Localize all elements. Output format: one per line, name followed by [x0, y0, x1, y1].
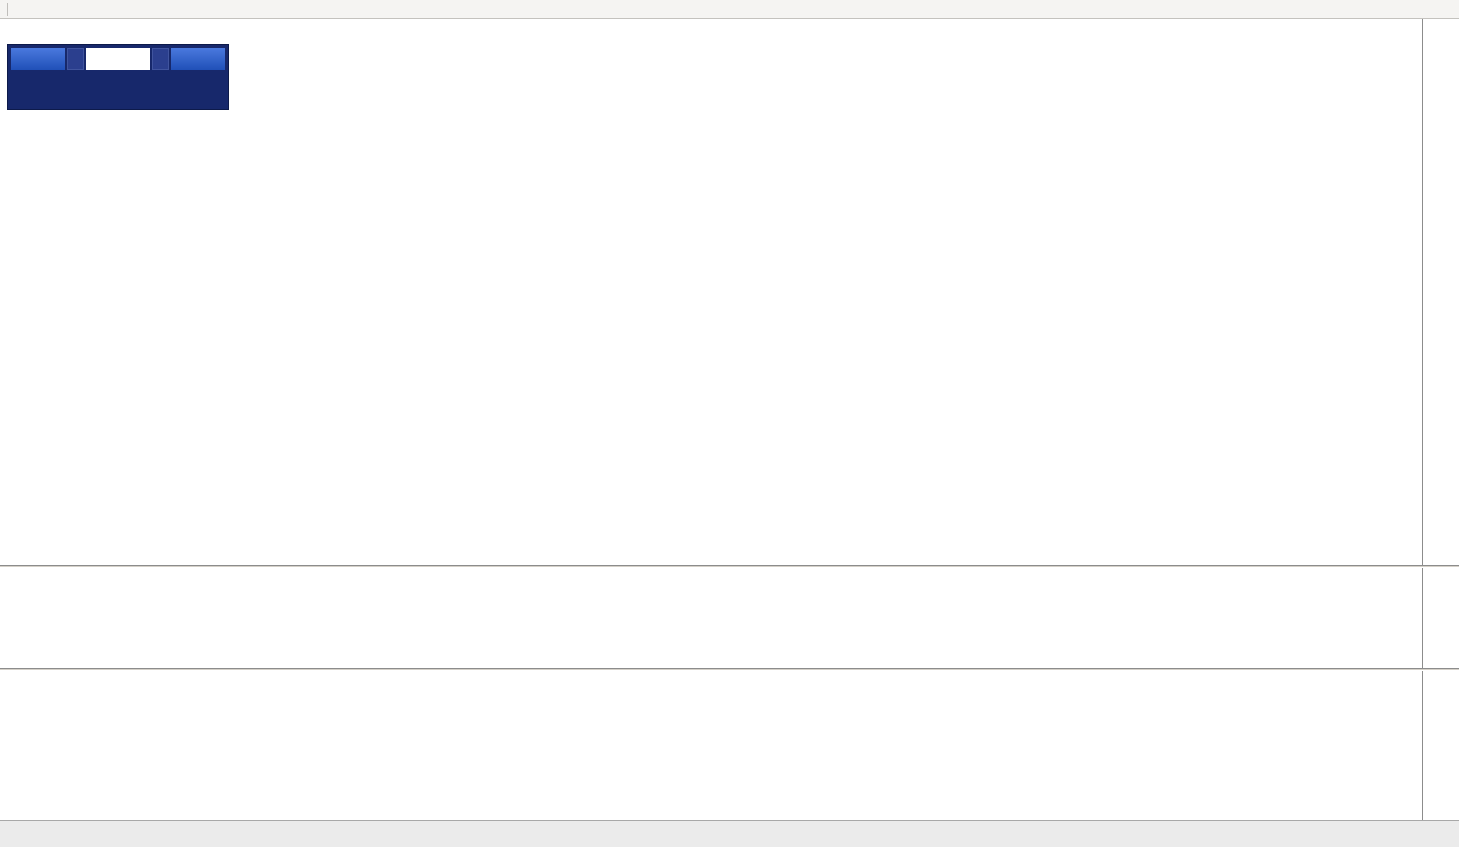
panel-resize-separator[interactable]	[0, 565, 1459, 568]
sell-price[interactable]	[11, 70, 118, 106]
volume-step-down-button[interactable]	[67, 48, 84, 70]
timeframe-toolbar	[0, 0, 1459, 19]
buy-price[interactable]	[118, 70, 225, 106]
price-chart-canvas[interactable]	[0, 19, 1422, 565]
macd-panel-canvas[interactable]	[0, 568, 1422, 668]
volume-input[interactable]	[86, 48, 150, 70]
price-axis[interactable]	[1422, 19, 1459, 820]
volume-step-up-button[interactable]	[152, 48, 169, 70]
macd-indicator-label	[5, 571, 23, 581]
panel-resize-separator[interactable]	[0, 668, 1459, 671]
sell-button[interactable]	[11, 48, 65, 70]
one-click-trading-panel	[8, 45, 228, 109]
date-axis[interactable]	[0, 798, 1422, 820]
rsi-panel-canvas[interactable]	[0, 671, 1422, 798]
chart-tab-bar	[0, 820, 1459, 847]
toolbar-separator	[7, 2, 8, 16]
buy-button[interactable]	[171, 48, 225, 70]
rsi-indicator-label	[5, 674, 17, 684]
chart-ohlc-header	[7, 25, 35, 37]
chart-region	[0, 19, 1459, 820]
